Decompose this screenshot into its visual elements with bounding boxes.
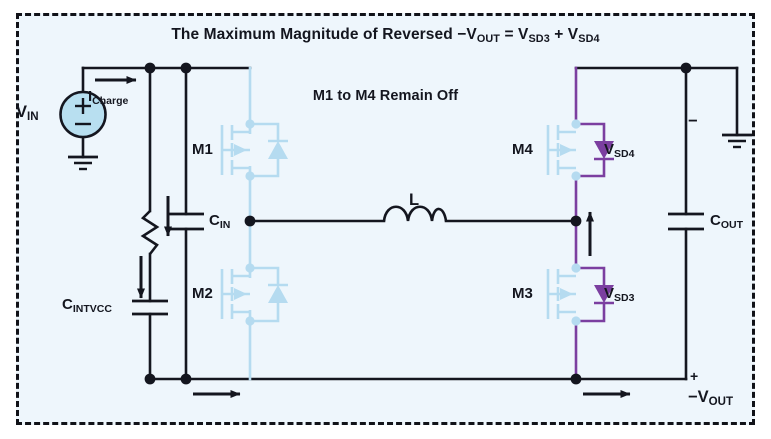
junction-dot-top-right	[680, 62, 692, 74]
junction-dot-sw-right	[570, 215, 582, 227]
m4-body-diode-vsd4	[594, 141, 614, 159]
title-sub-sd4: SD4	[578, 33, 600, 46]
m4-drain-node	[571, 119, 581, 129]
m1-source-node	[245, 171, 255, 181]
resistor	[140, 210, 160, 255]
m4-channel-arrow	[560, 144, 573, 156]
junction-dot-top-a	[144, 62, 156, 74]
m3-channel-arrow	[560, 288, 573, 300]
m1-drain-node	[245, 119, 255, 129]
m2-drain-node	[245, 263, 255, 273]
ground-icon-left	[68, 155, 98, 171]
m3-drain-node	[571, 263, 581, 273]
title-lead: The Maximum Magnitude of Reversed −V	[171, 26, 477, 43]
label-inductor: L	[409, 191, 420, 209]
m4-source-node	[571, 171, 581, 181]
m3-source-node	[571, 316, 581, 326]
ground-icon-right	[722, 133, 752, 149]
junction-dot-bottom-b	[180, 373, 192, 385]
label-m4: M4	[512, 141, 533, 158]
label-cout: COUT	[710, 212, 744, 231]
mosfet-m1	[220, 119, 288, 181]
title-plus: + V	[549, 26, 579, 43]
label-vsd4: VSD4	[604, 141, 635, 160]
polarity-plus-sign: +	[690, 368, 699, 384]
voltage-source-vin	[59, 90, 107, 139]
junction-dot-sw-left	[244, 215, 256, 227]
title-sub-sd3: SD3	[528, 33, 550, 46]
label-icharge: ICharge	[88, 88, 129, 107]
junction-dot-bottom-right	[570, 373, 582, 385]
inductor-l	[382, 205, 448, 222]
junction-dot-top-b	[180, 62, 192, 74]
m2-body-diode	[268, 285, 288, 303]
mosfet-m3	[546, 263, 614, 326]
label-vout: −VOUT	[688, 388, 734, 409]
m2-source-node	[245, 316, 255, 326]
label-cin: CIN	[209, 212, 231, 231]
diagram-title: The Maximum Magnitude of Reversed −VOUT …	[0, 26, 771, 45]
capacitor-cout	[668, 212, 704, 231]
capacitor-cintvcc	[132, 299, 168, 316]
junction-dot-bottom-a	[144, 373, 156, 385]
label-vsd3: VSD3	[604, 285, 635, 304]
capacitor-cin	[168, 212, 204, 231]
note-remain-off: M1 to M4 Remain Off	[312, 88, 459, 104]
label-m3: M3	[512, 285, 533, 302]
m3-body-diode-vsd3	[594, 285, 614, 303]
label-cintvcc: CINTVCC	[62, 296, 112, 315]
m1-body-diode	[268, 141, 288, 159]
m1-channel-arrow	[234, 144, 247, 156]
title-mid: = V	[500, 26, 529, 43]
polarity-minus-sign: −	[688, 112, 698, 130]
label-vin: VIN	[16, 103, 39, 124]
mosfet-m4	[546, 119, 614, 181]
label-m2: M2	[192, 285, 213, 302]
title-sub-out: OUT	[476, 33, 501, 46]
label-m1: M1	[192, 141, 213, 158]
mosfet-m2	[220, 263, 288, 326]
m2-channel-arrow	[234, 288, 247, 300]
